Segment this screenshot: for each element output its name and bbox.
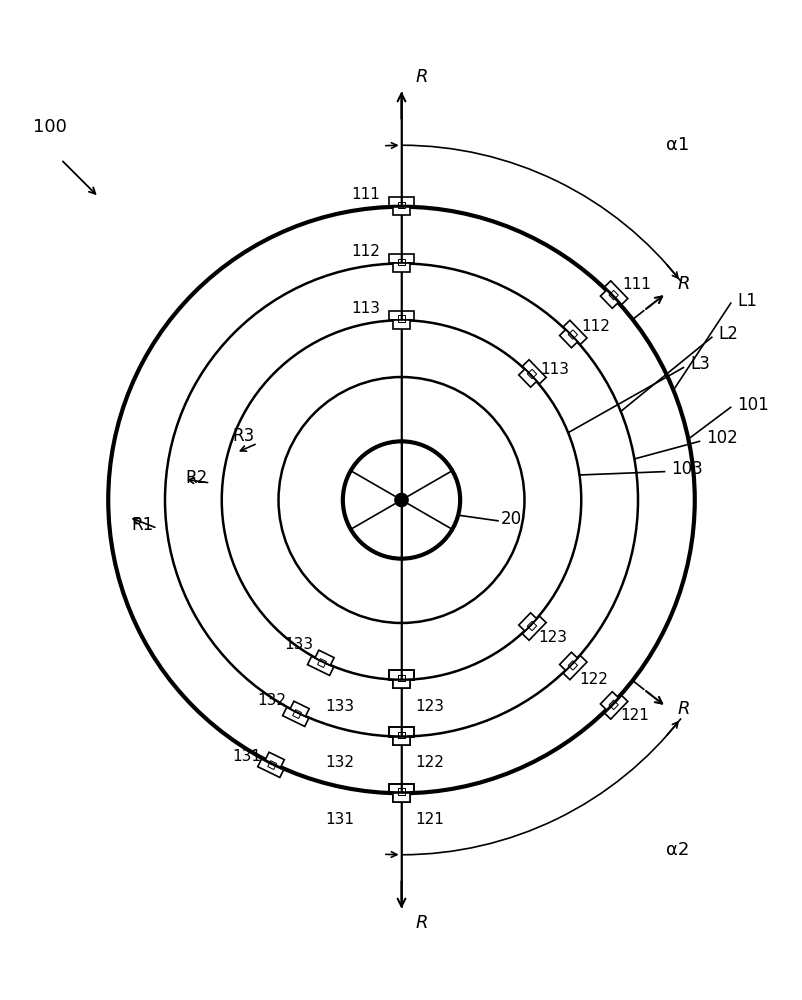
Polygon shape <box>392 680 410 688</box>
Text: α1: α1 <box>666 136 689 154</box>
Polygon shape <box>600 692 618 710</box>
Text: 103: 103 <box>670 460 702 478</box>
Polygon shape <box>265 752 284 767</box>
Polygon shape <box>518 369 536 387</box>
Text: 121: 121 <box>619 708 648 723</box>
Text: 123: 123 <box>415 699 444 714</box>
Text: R: R <box>415 68 427 86</box>
Text: 122: 122 <box>578 672 607 687</box>
Polygon shape <box>290 701 309 716</box>
Text: R: R <box>677 275 689 293</box>
Polygon shape <box>600 290 618 308</box>
Polygon shape <box>559 330 577 348</box>
Text: 113: 113 <box>540 362 569 377</box>
Text: α2: α2 <box>666 841 689 859</box>
Text: R: R <box>677 700 689 718</box>
Text: 100: 100 <box>33 118 67 136</box>
Text: 112: 112 <box>351 244 380 259</box>
Polygon shape <box>314 650 334 665</box>
Text: 112: 112 <box>581 319 610 334</box>
Polygon shape <box>392 207 410 215</box>
Text: R: R <box>415 914 427 932</box>
Text: 111: 111 <box>621 277 650 292</box>
Text: L2: L2 <box>718 325 737 343</box>
Text: 132: 132 <box>257 693 286 708</box>
Text: L1: L1 <box>736 292 756 310</box>
Polygon shape <box>392 793 410 802</box>
Polygon shape <box>392 737 410 745</box>
Polygon shape <box>559 652 577 670</box>
Text: 20: 20 <box>500 510 521 528</box>
Text: 121: 121 <box>415 812 444 827</box>
Text: 122: 122 <box>415 755 444 770</box>
Text: 132: 132 <box>325 755 354 770</box>
Text: 133: 133 <box>325 699 354 714</box>
Polygon shape <box>392 793 410 802</box>
Text: 123: 123 <box>537 630 567 645</box>
Circle shape <box>395 493 407 507</box>
Text: R2: R2 <box>185 469 207 487</box>
Text: 131: 131 <box>325 812 354 827</box>
Text: R1: R1 <box>132 516 153 534</box>
Polygon shape <box>392 263 410 272</box>
Polygon shape <box>518 613 536 631</box>
Text: 113: 113 <box>351 301 380 316</box>
Text: R3: R3 <box>233 427 254 445</box>
Polygon shape <box>392 680 410 688</box>
Text: L3: L3 <box>689 355 709 373</box>
Text: 102: 102 <box>705 429 737 447</box>
Text: 101: 101 <box>736 396 768 414</box>
Text: 111: 111 <box>351 187 380 202</box>
Text: 131: 131 <box>233 749 261 764</box>
Polygon shape <box>392 320 410 329</box>
Polygon shape <box>392 737 410 745</box>
Text: 133: 133 <box>284 637 313 652</box>
